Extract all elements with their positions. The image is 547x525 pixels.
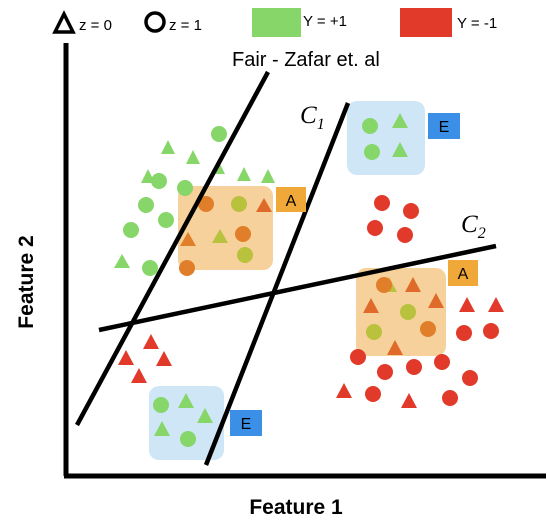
point-olive-circle bbox=[231, 196, 247, 212]
legend-triangle-icon bbox=[55, 14, 73, 32]
point-red-triangle bbox=[131, 368, 147, 383]
point-green-circle bbox=[177, 180, 193, 196]
point-red-triangle bbox=[459, 297, 475, 312]
point-green-circle bbox=[180, 431, 196, 447]
point-red-circle bbox=[365, 386, 381, 402]
point-olive-circle bbox=[237, 247, 253, 263]
region-a-upper bbox=[178, 186, 273, 270]
point-green-circle bbox=[142, 260, 158, 276]
legend-circle-icon bbox=[146, 13, 164, 31]
point-orange-circle bbox=[376, 277, 392, 293]
point-red-circle bbox=[483, 323, 499, 339]
point-orange-circle bbox=[235, 226, 251, 242]
point-red-circle bbox=[434, 354, 450, 370]
c2-label: C2 bbox=[461, 211, 486, 242]
point-green-circle bbox=[153, 397, 169, 413]
point-green-triangle bbox=[237, 167, 251, 181]
point-red-triangle bbox=[156, 351, 172, 366]
point-green-triangle bbox=[261, 169, 275, 183]
tag-e-lower-label: E bbox=[241, 416, 252, 433]
point-red-circle bbox=[367, 220, 383, 236]
point-green-circle bbox=[211, 126, 227, 142]
point-red-triangle bbox=[488, 297, 504, 312]
legend-ypos-label: Y = +1 bbox=[303, 13, 347, 30]
region-e-upper bbox=[347, 101, 425, 175]
tag-a-upper-label: A bbox=[286, 193, 297, 210]
legend-red-swatch bbox=[400, 8, 452, 37]
point-green-circle bbox=[364, 144, 380, 160]
point-green-circle bbox=[158, 212, 174, 228]
point-orange-circle bbox=[420, 321, 436, 337]
tag-a-lower-label: A bbox=[458, 266, 469, 283]
point-red-triangle bbox=[401, 393, 417, 408]
point-red-circle bbox=[397, 227, 413, 243]
point-green-circle bbox=[362, 118, 378, 134]
point-orange-circle bbox=[179, 260, 195, 276]
point-red-circle bbox=[456, 325, 472, 341]
c1-label: C1 bbox=[300, 102, 325, 133]
red-cluster-lower-left bbox=[118, 334, 172, 383]
legend-yneg-label: Y = -1 bbox=[457, 15, 497, 32]
point-red-circle bbox=[374, 195, 390, 211]
point-red-circle bbox=[462, 370, 478, 386]
x-axis-title: Feature 1 bbox=[249, 496, 343, 519]
point-red-triangle bbox=[336, 383, 352, 398]
legend-z0-label: z = 0 bbox=[79, 17, 112, 34]
point-red-circle bbox=[442, 390, 458, 406]
point-green-triangle bbox=[161, 140, 175, 154]
point-red-triangle bbox=[143, 334, 159, 349]
point-green-circle bbox=[151, 173, 167, 189]
point-red-circle bbox=[403, 203, 419, 219]
legend: z = 0 z = 1 Y = +1 Y = -1 bbox=[55, 8, 497, 37]
point-olive-circle bbox=[400, 304, 416, 320]
point-green-circle bbox=[138, 197, 154, 213]
fair-line-label: Fair - Zafar et. al bbox=[232, 49, 380, 71]
point-red-circle bbox=[377, 364, 393, 380]
point-red-triangle bbox=[118, 350, 134, 365]
point-green-triangle bbox=[186, 150, 200, 164]
point-red-circle bbox=[350, 349, 366, 365]
legend-green-swatch bbox=[252, 8, 301, 37]
red-cluster-upper-right bbox=[367, 195, 419, 243]
point-red-circle bbox=[406, 359, 422, 375]
tag-e-upper-label: E bbox=[439, 119, 450, 136]
legend-z1-label: z = 1 bbox=[169, 17, 202, 34]
point-green-triangle bbox=[114, 254, 130, 268]
point-olive-circle bbox=[366, 324, 382, 340]
point-green-circle bbox=[123, 222, 139, 238]
y-axis-title: Feature 2 bbox=[15, 235, 38, 328]
